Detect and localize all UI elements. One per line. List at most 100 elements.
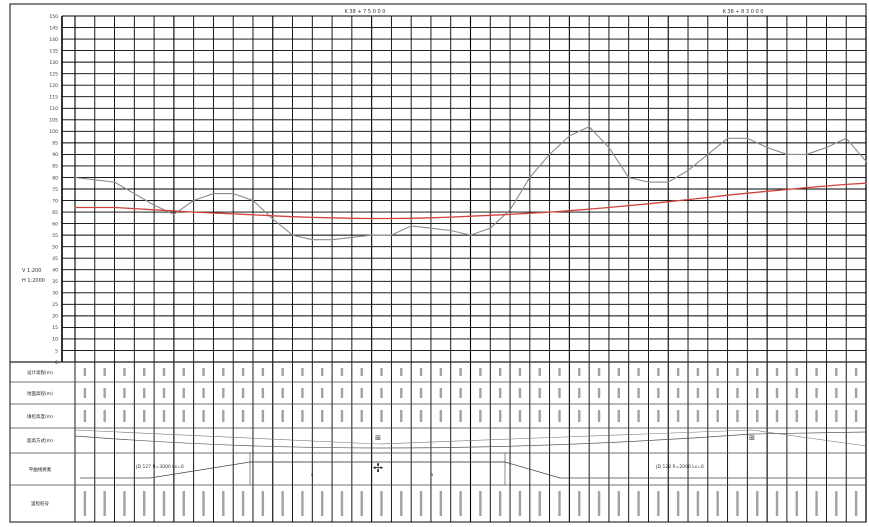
y-tick-label: 135 [49, 48, 58, 54]
table-cell-mark [637, 491, 640, 516]
ground-profile-point [74, 176, 76, 179]
y-tick-label: 10 [52, 337, 58, 343]
table-cell-mark [756, 491, 759, 516]
table-cell-mark [775, 410, 779, 422]
y-tick-label: 15 [52, 325, 58, 331]
table-cell-mark [637, 410, 640, 422]
y-tick-label: 70 [52, 198, 58, 204]
ground-profile-point [252, 199, 254, 202]
ground-profile-point [410, 225, 412, 227]
ground-profile-point [430, 227, 432, 229]
design-grade-point [845, 183, 847, 185]
table-cell-mark [162, 410, 166, 422]
row-label-design-elevation: 设计高程(m) [27, 369, 53, 376]
table-cell-mark [222, 491, 225, 516]
table-cell-mark [320, 491, 324, 516]
table-cell-mark [716, 491, 719, 516]
design-grade-point [825, 185, 828, 187]
ground-profile-point [845, 137, 847, 139]
table-cell-mark [123, 388, 126, 398]
table-cell-mark [617, 410, 621, 422]
ground-profile-point [568, 135, 570, 137]
table-cell-mark [222, 388, 225, 398]
ground-profile-point [806, 153, 808, 155]
table-cell-mark [162, 491, 166, 516]
row-label-ground-elevation: 地面高程(m) [27, 390, 53, 397]
superelevation-curve [74, 429, 867, 447]
table-cell-mark [261, 388, 265, 398]
design-grade-point [371, 217, 373, 220]
table-cell-mark [518, 388, 522, 398]
design-grade-point [707, 196, 709, 199]
ground-profile-point [193, 199, 195, 202]
y-tick-label: 105 [49, 118, 58, 124]
table-cell-mark [518, 491, 522, 516]
table-cell-mark [676, 410, 680, 422]
table-cell-mark [716, 388, 719, 398]
drawing-frame [9, 3, 867, 523]
table-cell-mark [320, 410, 324, 422]
table-cell-mark [400, 388, 403, 398]
table-cell-mark [756, 368, 759, 376]
ground-profile-point [707, 153, 709, 155]
table-cell-mark [854, 410, 858, 422]
table-cell-mark [419, 388, 423, 398]
y-tick-label: 50 [52, 244, 58, 250]
table-cell-mark [578, 388, 581, 398]
design-grade-point [766, 190, 768, 192]
table-cell-mark [676, 368, 680, 376]
table-cell-mark [854, 368, 858, 376]
ground-profile-point [331, 239, 333, 241]
table-cell-mark [261, 491, 265, 516]
design-grade-point [529, 212, 531, 214]
y-tick-label: 130 [49, 60, 58, 66]
curve-label-left: JD 127 R=3000 Ls=0 [135, 464, 184, 470]
table-cell-mark [182, 368, 185, 376]
table-cell-mark [637, 388, 640, 398]
superelevation-curve [74, 431, 867, 449]
ground-profile-point [311, 239, 313, 241]
table-cell-mark [103, 388, 106, 398]
table-cell-mark [736, 368, 739, 376]
table-cell-mark [538, 410, 541, 422]
row-label-chainage: 里程桩号 [31, 500, 49, 507]
table-cell-mark [835, 388, 838, 398]
table-cell-mark [854, 388, 858, 398]
table-cell-mark [597, 410, 601, 422]
table-cell-mark [815, 410, 818, 422]
table-cell-mark [578, 491, 581, 516]
design-grade-point [469, 215, 472, 217]
design-grade-point [133, 208, 135, 210]
design-grade-point [331, 217, 333, 219]
curve-label-right: JD 128 R=2000 Ls=0 [655, 464, 704, 470]
table-cell-mark [123, 410, 126, 422]
table-cell-mark [558, 388, 561, 398]
table-cell-mark [736, 491, 739, 516]
design-grade-point [173, 210, 175, 212]
table-cell-mark [736, 410, 739, 422]
y-tick-label: 90 [52, 152, 58, 158]
table-cell-mark [182, 491, 185, 516]
table-cell-mark [854, 491, 858, 516]
table-cell-mark [340, 410, 344, 422]
table-cell-mark [657, 410, 660, 422]
table-cell-mark [281, 388, 284, 398]
table-cell-mark [815, 368, 818, 376]
design-grade-point [212, 212, 215, 214]
y-tick-label: 35 [52, 279, 58, 285]
y-tick-label: 115 [49, 95, 58, 101]
ground-profile-point [786, 153, 788, 155]
table-cell-mark [162, 368, 166, 376]
y-tick-label: 5 [55, 348, 58, 354]
table-cell-mark [756, 410, 759, 422]
table-cell-mark [301, 368, 304, 376]
table-cell-mark [459, 410, 462, 422]
table-cell-mark [261, 368, 265, 376]
table-cell-mark [182, 388, 185, 398]
table-cell-mark [380, 491, 383, 516]
table-cell-mark [795, 388, 798, 398]
table-cell-mark [775, 491, 779, 516]
table-cell-mark [439, 410, 443, 422]
table-cell-mark [419, 368, 423, 376]
